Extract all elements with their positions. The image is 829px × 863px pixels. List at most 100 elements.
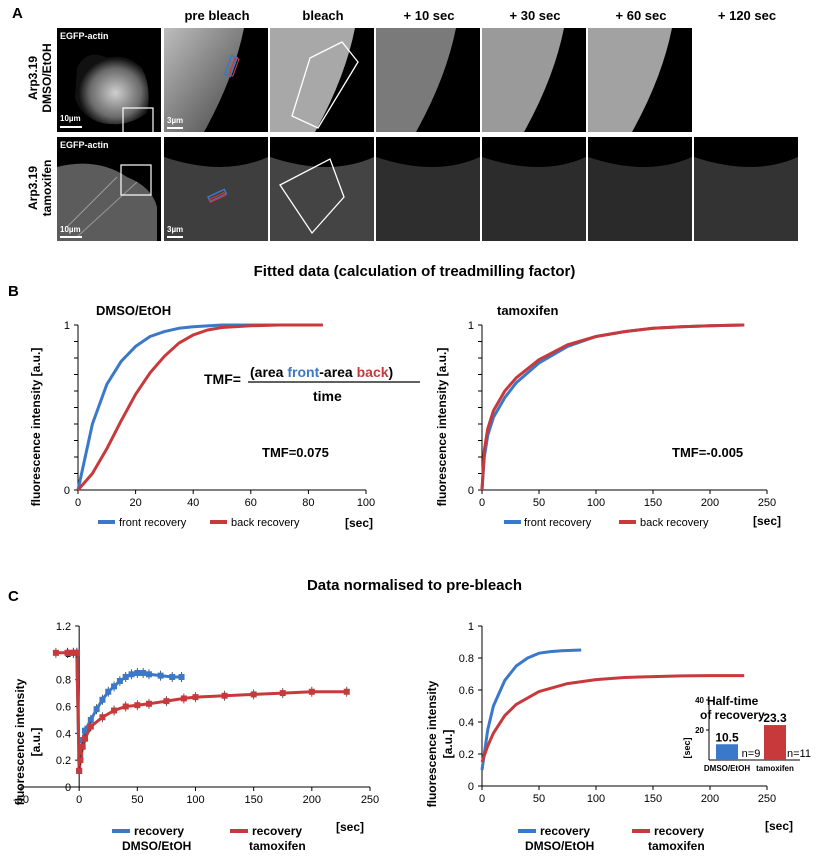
row2-label: Arp3.19 tamoxifen: [26, 136, 54, 240]
chart-c-right-ylabel-2: [a.u.]: [441, 730, 455, 759]
legend-dmso-line1: recovery: [134, 824, 184, 838]
col-header-120-sec: + 120 sec: [717, 8, 777, 23]
x-tick-label: 50: [533, 497, 545, 509]
formula-mid: -area: [319, 364, 356, 380]
inset-n-label: n=11: [787, 748, 811, 760]
chart-c-left-lines: [52, 647, 350, 776]
data-point-marker: [178, 673, 185, 680]
tmf-value-left: TMF=0.075: [262, 445, 329, 460]
chart-b-left-lines: [76, 323, 323, 491]
series-line-recovery-tamoxifen: [55, 651, 347, 772]
chart-b-dmso: DMSO/EtOH fluorescence intensity [a.u.] …: [29, 303, 420, 530]
legend-dmso-line2-right: DMSO/EtOH: [525, 839, 594, 853]
data-point-marker: [180, 695, 187, 702]
scale-bar: [60, 236, 82, 238]
data-point-marker: [76, 767, 83, 774]
y-tick-label: 0.6: [459, 685, 474, 697]
chart-b-right-ylabel: fluorescence intensity [a.u.]: [435, 348, 449, 507]
col-header-60-sec: + 60 sec: [615, 8, 667, 23]
x-tick-label: 50: [533, 793, 545, 805]
legend-tam-line1-right: recovery: [654, 824, 704, 838]
inset-y-tick-label: 20: [695, 726, 704, 735]
x-tick-label: 100: [357, 497, 375, 509]
x-tick-label: 150: [244, 794, 262, 806]
data-point-marker: [140, 669, 147, 676]
data-point-marker: [81, 735, 88, 742]
x-tick-label: 250: [361, 794, 379, 806]
inset-value-label: 10.5: [715, 730, 739, 744]
zoom-scale-dmso-prebleach: 3µm: [167, 116, 184, 125]
x-tick-label: 0: [479, 497, 485, 509]
y-tick-label: 1: [468, 320, 474, 332]
data-point-marker: [122, 673, 129, 680]
overview-image-dmso: EGFP-actin 10µm: [57, 28, 161, 132]
row2-label-line2: tamoxifen: [40, 159, 54, 217]
x-tick-label: 100: [186, 794, 204, 806]
x-tick-label: 200: [701, 793, 719, 805]
inset-bar-dmso: [716, 744, 738, 760]
chart-b-left-title: DMSO/EtOH: [96, 303, 171, 318]
x-tick-label: -50: [13, 794, 29, 806]
data-point-marker: [134, 669, 141, 676]
data-point-marker: [52, 649, 59, 656]
legend-front-label-right: front recovery: [524, 517, 592, 529]
x-tick-label: 250: [758, 793, 776, 805]
y-tick-label: 0.8: [459, 653, 474, 665]
scale-bar: [167, 127, 183, 129]
inset-n-label: n=9: [742, 748, 761, 760]
overview-scale-dmso: 10µm: [60, 114, 81, 123]
data-point-marker: [192, 694, 199, 701]
chart-c-fitted: fluorescence intensity [a.u.] 0 50 100 150 2…: [425, 621, 811, 853]
overview-scale-tamoxifen: 10µm: [60, 225, 81, 234]
chart-c-normalised: fluorescence intensity [a.u.] -50 0 50 100 1…: [13, 621, 379, 853]
micrograph-dmso-bleach: [270, 28, 374, 132]
data-point-marker: [64, 649, 71, 656]
micrograph-tamoxifen-10sec: [376, 137, 480, 241]
chart-b-right-xunit: [sec]: [753, 514, 781, 528]
inset-title-2: of recovery: [700, 708, 765, 722]
y-tick-label: 0: [65, 782, 71, 794]
panel-letter-c: C: [8, 588, 19, 605]
x-tick-label: 100: [587, 497, 605, 509]
chart-b-left-ticks: 0 20 40 60 80 100 0 1: [64, 320, 375, 509]
row1-label: Arp3.19 DMSO/EtOH: [26, 26, 54, 130]
legend-back-label: back recovery: [231, 517, 300, 529]
panel-c-heading: Data normalised to pre-bleach: [306, 577, 523, 594]
chart-c-left-ylabel-1: fluorescence intensity: [13, 678, 27, 805]
x-tick-label: 50: [131, 794, 143, 806]
series-line-front-recovery: [480, 323, 745, 491]
x-tick-label: 150: [644, 793, 662, 805]
legend-front-label: front recovery: [119, 517, 187, 529]
inset-bar-tamoxifen: [764, 725, 786, 760]
y-tick-label: 0.2: [459, 749, 474, 761]
scale-bar: [167, 236, 183, 238]
legend-back-label-right: back recovery: [640, 517, 709, 529]
micrograph-dmso-60sec: [588, 28, 692, 132]
micrograph-tamoxifen-60sec: [588, 137, 692, 241]
data-point-marker: [79, 743, 86, 750]
data-point-marker: [111, 683, 118, 690]
y-tick-label: 1: [468, 621, 474, 633]
data-point-marker: [81, 727, 88, 734]
tmf-value-right: TMF=-0.005: [672, 445, 743, 460]
series-line-recovery-dmso-etoh: [67, 651, 182, 772]
chart-b-left-xunit: [sec]: [345, 516, 373, 530]
inset-category-label: tamoxifen: [756, 764, 794, 773]
x-tick-label: 20: [129, 497, 141, 509]
scale-bar: [60, 126, 82, 128]
micrograph-tamoxifen-120sec: [694, 137, 798, 241]
micrograph-tamoxifen-prebleach: 3µm: [164, 137, 268, 241]
series-line-front-recovery: [76, 323, 323, 491]
x-tick-label: 100: [587, 793, 605, 805]
data-point-marker: [128, 671, 135, 678]
chart-b-left-ylabel: fluorescence intensity [a.u.]: [29, 348, 43, 507]
data-point-marker: [93, 706, 100, 713]
series-line-recovery-tamoxifen: [480, 674, 745, 763]
formula-back: back: [357, 364, 389, 380]
legend-tam-line1: recovery: [252, 824, 302, 838]
data-point-marker: [250, 691, 257, 698]
y-tick-label: 0.4: [56, 728, 71, 740]
formula-close: ): [389, 364, 394, 380]
data-point-marker: [99, 714, 106, 721]
